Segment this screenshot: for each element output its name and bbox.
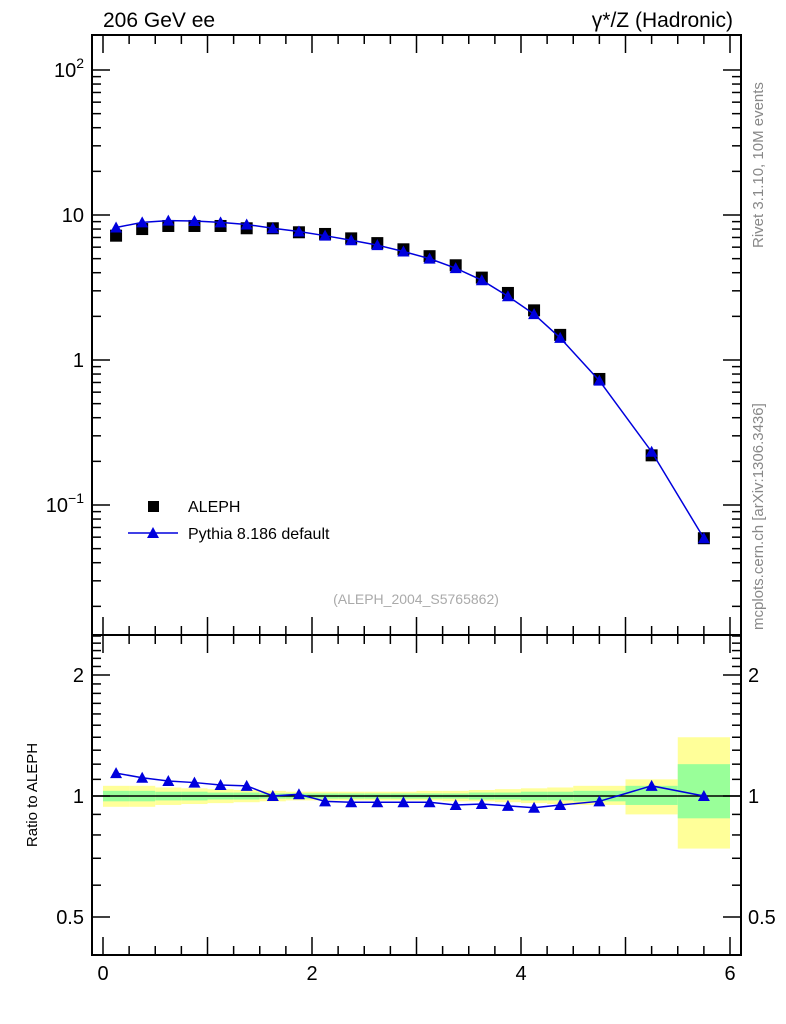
legend-pythia-marker — [147, 527, 159, 538]
ratio-pythia-point — [528, 801, 541, 813]
ratio-y-tick-label: 2 — [73, 665, 84, 687]
pythia-data-point — [319, 229, 332, 241]
pythia-data-point — [449, 262, 462, 274]
ratio-pythia-point — [345, 796, 358, 808]
ratio-pythia-point — [188, 776, 201, 788]
plot-title-right: γ*/Z (Hadronic) — [592, 9, 733, 32]
main-plot-frame — [91, 34, 742, 636]
ratio-pythia-point — [162, 774, 175, 786]
legend: ALEPH Pythia 8.186 default — [128, 499, 330, 543]
ratio-pythia-point — [136, 771, 149, 783]
ratio-y-tick-label: 1 — [73, 786, 84, 808]
ratio-pythia-point — [645, 779, 658, 791]
analysis-watermark: (ALEPH_2004_S5765862) — [333, 591, 499, 607]
ratio-y-tick-label-right: 1 — [748, 786, 759, 808]
ratio-pythia-point — [593, 795, 606, 807]
pythia-data-point — [397, 245, 410, 257]
x-tick-label: 2 — [306, 963, 317, 985]
pythia-data-point — [188, 214, 201, 226]
legend-pythia-label: Pythia 8.186 default — [188, 526, 330, 543]
pythia-data-point — [423, 252, 436, 264]
ratio-pythia-point — [292, 788, 305, 800]
pythia-data-point — [593, 374, 606, 386]
ratio-pythia-point — [697, 790, 710, 801]
x-tick-label: 4 — [515, 963, 526, 985]
x-tick-label: 0 — [97, 963, 108, 985]
ratio-y-tick-label-right: 2 — [748, 665, 759, 687]
pythia-data-point — [110, 221, 123, 233]
aleph-data-point — [110, 229, 123, 242]
mcplots-label: mcplots.cern.ch [arXiv:1306.3436] — [750, 403, 767, 630]
pythia-line — [115, 219, 705, 539]
ratio-pythia-point — [501, 799, 514, 811]
pythia-data-point — [528, 308, 541, 320]
ratio-pythia-point — [110, 767, 123, 779]
pythia-data-point — [475, 274, 488, 286]
ratio-y-axis-label: Ratio to ALEPH — [24, 743, 41, 847]
pythia-data-point — [345, 234, 358, 246]
ratio-pythia-point — [240, 779, 253, 791]
legend-aleph-label: ALEPH — [188, 499, 240, 516]
plot-title-left: 206 GeV ee — [103, 9, 215, 32]
main-y-tick-label: 10−1 — [46, 490, 84, 517]
ratio-pythia-point — [266, 790, 279, 801]
pythia-data-point — [697, 532, 710, 544]
main-y-tick-label: 1 — [73, 350, 84, 372]
pythia-data-point — [292, 225, 305, 237]
ratio-pythia-point — [319, 795, 332, 807]
pythia-data-point — [162, 214, 175, 226]
ratio-pythia-point — [475, 798, 488, 810]
main-y-tick-label: 102 — [54, 55, 84, 82]
pythia-data-point — [554, 331, 567, 343]
ratio-y-tick-label: 0.5 — [56, 907, 84, 929]
pythia-data-point — [501, 290, 514, 302]
ratio-y-tick-label-right: 0.5 — [748, 907, 776, 929]
rivet-version-label: Rivet 3.1.10, 10M events — [750, 82, 767, 248]
pythia-data-point — [645, 445, 658, 457]
ratio-pythia-point — [371, 796, 384, 808]
pythia-data-point — [266, 222, 279, 234]
ratio-pythia-point — [554, 798, 567, 810]
ratio-pythia-point — [397, 796, 410, 808]
pythia-data-point — [136, 216, 149, 228]
pythia-data-point — [214, 216, 227, 228]
ratio-pythia-point — [423, 796, 436, 808]
ratio-pythia-point — [214, 779, 227, 791]
pythia-data-point — [240, 218, 253, 230]
legend-aleph-marker — [148, 501, 159, 512]
pythia-data-point — [371, 239, 384, 251]
main-y-tick-label: 10 — [62, 205, 84, 227]
x-tick-label: 6 — [724, 963, 735, 985]
ratio-pythia-point — [449, 798, 462, 810]
